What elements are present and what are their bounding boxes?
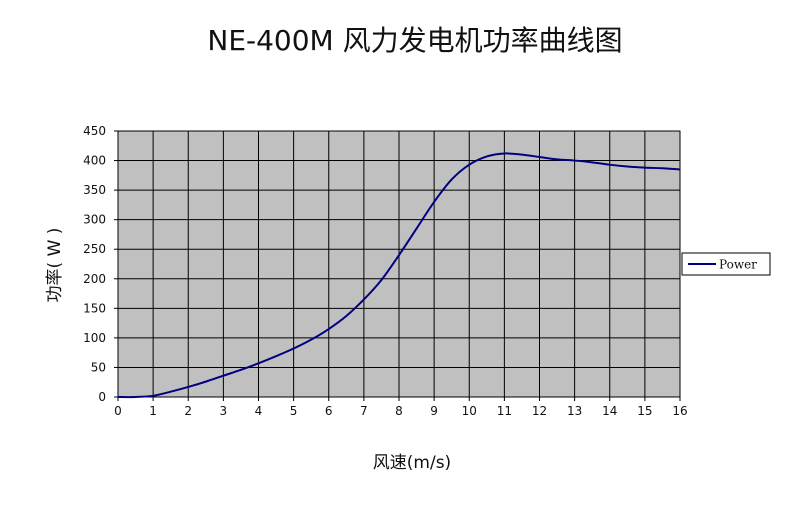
x-tick-label: 0	[114, 404, 122, 418]
series-line-power	[117, 152, 681, 399]
chart-title: NE-400M 风力发电机功率曲线图	[207, 24, 622, 57]
y-tick-label: 100	[83, 331, 106, 345]
y-tick-label: 0	[98, 390, 106, 404]
y-tick-label: 400	[83, 154, 106, 168]
legend: Power	[681, 252, 771, 276]
x-tick-label: 14	[602, 404, 617, 418]
x-tick-label: 16	[672, 404, 687, 418]
x-tick-label: 5	[290, 404, 298, 418]
x-tick-label: 12	[532, 404, 547, 418]
x-tick-label: 6	[325, 404, 333, 418]
y-tick-label: 300	[83, 213, 106, 227]
y-tick-label: 50	[91, 360, 106, 374]
legend-box	[681, 252, 771, 276]
x-tick-label: 13	[567, 404, 582, 418]
x-tick-label: 11	[497, 404, 512, 418]
y-tick-label: 200	[83, 272, 106, 286]
x-axis-label: 风速(m/s)	[373, 453, 451, 473]
x-tick-label: 8	[395, 404, 403, 418]
legend-label-power: Power	[719, 258, 757, 272]
y-axis-ticks: 0 50 100 150 200 250 300 350 400 450	[83, 124, 118, 404]
x-axis-ticks: 0 1 2 3 4 5 6 7 8 9 10 11 12 13 14 15 16	[114, 397, 688, 418]
x-tick-label: 2	[184, 404, 192, 418]
y-tick-label: 350	[83, 183, 106, 197]
y-tick-label: 450	[83, 124, 106, 138]
x-tick-label: 1	[149, 404, 157, 418]
y-tick-label: 150	[83, 301, 106, 315]
y-tick-label: 250	[83, 242, 106, 256]
x-tick-label: 3	[220, 404, 228, 418]
x-tick-label: 10	[462, 404, 477, 418]
y-axis-label: 功率( W )	[45, 228, 65, 303]
x-tick-label: 9	[430, 404, 438, 418]
x-tick-label: 15	[637, 404, 652, 418]
x-tick-label: 4	[255, 404, 263, 418]
x-tick-label: 7	[360, 404, 368, 418]
